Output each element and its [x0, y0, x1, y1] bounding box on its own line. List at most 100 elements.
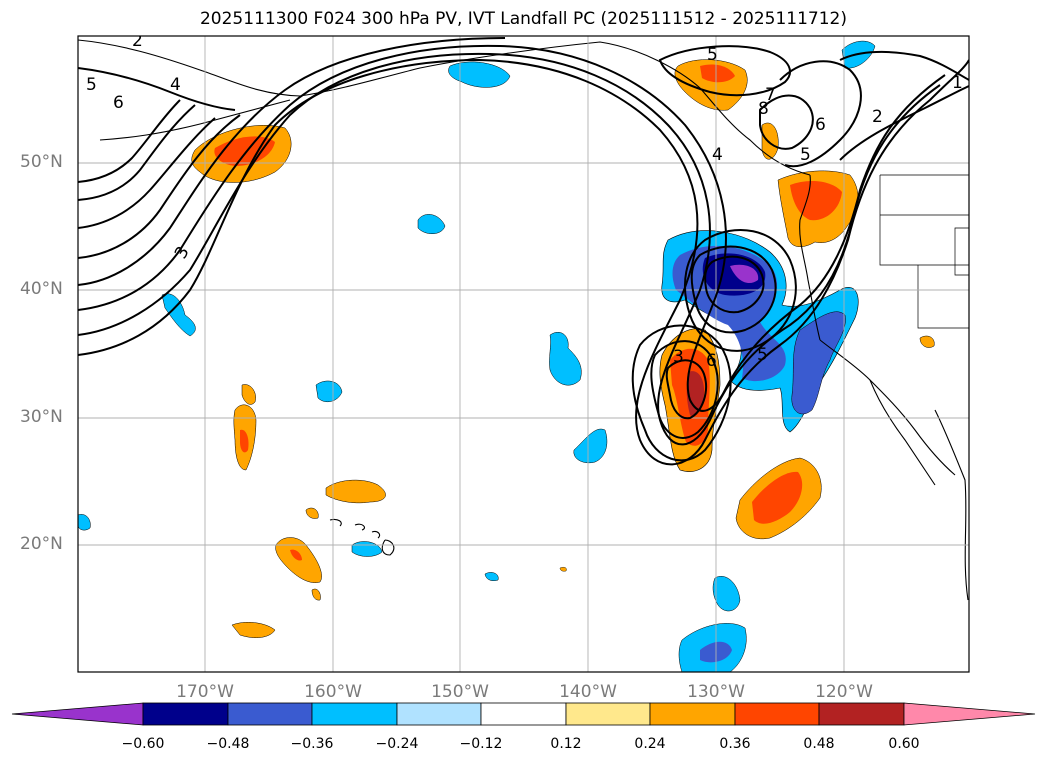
colorbar-tick-label: 0.24: [634, 736, 666, 752]
lat-label-40n: 40°N: [20, 279, 63, 299]
colorbar-tick-label: −0.60: [121, 736, 165, 752]
mexico-coast: [934, 409, 969, 601]
contour-label: 5: [86, 75, 97, 95]
lon-label-150w: 150°W: [431, 682, 489, 702]
pos-fill-hawaii-w-core: [290, 549, 302, 561]
pos-fill-dateline-2-core: [240, 429, 249, 453]
contour-label: 5: [800, 145, 811, 165]
colorbar-tick-label: −0.48: [206, 736, 250, 752]
neg-fill-blob-a: [417, 214, 446, 234]
lon-label-170w: 170°W: [176, 682, 234, 702]
colorbar-min-extension: [11, 702, 144, 726]
colorbar-tick-label: 0.60: [888, 736, 920, 752]
jet-contour-4: [78, 37, 506, 286]
colorbar-tick-label: 0.48: [803, 736, 835, 752]
colorbar-segment: [818, 702, 905, 726]
neg-fill-north-pac: [448, 61, 511, 88]
colorbar-segment: [480, 702, 567, 726]
jet-contour-6: [78, 117, 216, 229]
us-state-borders: [879, 174, 969, 329]
ne-contour-2: [839, 85, 969, 161]
contour-label: 8: [758, 99, 769, 119]
pos-fill-se-core: [752, 471, 803, 524]
ridge-contour-2: [759, 94, 814, 150]
baja-peninsula: [869, 379, 936, 486]
map-title: 2025111300 F024 300 hPa PV, IVT Landfall…: [199, 9, 847, 29]
ne-contour-1: [839, 50, 969, 81]
lat-label-30n: 30°N: [20, 407, 63, 427]
colorbar-tick-label: −0.36: [290, 736, 334, 752]
pos-fill-hawaii-n: [325, 479, 386, 504]
colorbar-segment: [311, 702, 398, 726]
colorbar-tick-label: 0.36: [719, 736, 751, 752]
colorbar-max-extension: [903, 702, 1036, 726]
pos-fill-small-4: [919, 335, 935, 348]
pos-fill-small-2: [311, 588, 321, 601]
lon-label-140w: 140°W: [559, 682, 617, 702]
jet-contour-7: [78, 104, 196, 201]
colorbar-segment: [649, 702, 736, 726]
neg-fill-blob-e: [161, 293, 196, 337]
colorbar-tick-label: −0.12: [459, 736, 503, 752]
jet-contour-2: [78, 52, 941, 446]
colorbar: [11, 702, 1036, 726]
pos-fill-dateline-1: [241, 384, 256, 405]
low-contour-3: [704, 255, 765, 314]
offshore-cutoff-1: [631, 324, 732, 462]
contour-label: 3: [673, 347, 684, 367]
lon-label-130w: 130°W: [687, 682, 745, 702]
neg-fill-blob-f: [351, 541, 383, 557]
contour-label: 5: [757, 345, 768, 365]
pv-contours: [78, 37, 969, 466]
jet-contour-3: [78, 44, 946, 412]
california-coast: [819, 339, 956, 476]
neg-fill-blob-j: [484, 572, 499, 581]
contour-label: 6: [706, 351, 717, 371]
contour-label: 2: [132, 31, 143, 51]
neg-fill-coast-blue: [791, 311, 846, 415]
graticule: [78, 36, 969, 672]
hawaii-islands: [329, 518, 395, 556]
low-contour-2: [690, 245, 777, 334]
aleutian-chain: [99, 99, 291, 141]
contour-label: 6: [815, 115, 826, 135]
pos-fill-small-1: [305, 507, 319, 519]
colorbar-segment: [734, 702, 820, 726]
contour-label: 5: [707, 45, 718, 65]
offshore-cutoff-2: [650, 340, 719, 439]
contour-label: 6: [113, 93, 124, 113]
gulf-contour: [658, 45, 791, 97]
jet-contour-5: [78, 114, 241, 259]
pos-fill-small-5: [559, 567, 567, 572]
neg-fill-purple: [730, 264, 759, 284]
map-plot-area: 2 5 4 6 3 5 7 8 6 4 5 2 1 3 6 5: [78, 31, 969, 672]
colorbar-segment: [565, 702, 651, 726]
contour-label: 1: [952, 73, 963, 93]
pos-fill-offshore-dark: [686, 371, 705, 417]
neg-fill-blob-c: [573, 428, 608, 464]
lon-label-120w: 120°W: [815, 682, 873, 702]
contour-label: 7: [765, 85, 776, 105]
contour-label: 4: [712, 145, 723, 165]
pos-fill-small-3: [231, 622, 276, 638]
pos-fill-bc: [761, 122, 779, 160]
neg-fill-blob-h: [712, 576, 741, 612]
offshore-cutoff-3: [665, 359, 708, 420]
map-frame: [77, 35, 970, 673]
neg-fill-blob-b: [549, 332, 582, 386]
negative-anomaly-fills: [78, 40, 876, 672]
neg-fill-blob-g: [78, 514, 91, 531]
nw-contour-1: [78, 67, 236, 111]
contour-label: 2: [872, 107, 883, 127]
colorbar-segment: [142, 702, 229, 726]
neg-fill-blob-d: [315, 380, 343, 403]
lon-label-160w: 160°W: [304, 682, 362, 702]
colorbar-tick-label: 0.12: [550, 736, 582, 752]
contour-label: 4: [170, 75, 181, 95]
pos-fill-gulf-core: [700, 64, 735, 83]
colorbar-segment: [396, 702, 482, 726]
colorbar-segment: [227, 702, 313, 726]
jet-contour-8: [78, 99, 181, 183]
neg-fill-dark-blue: [702, 253, 766, 296]
